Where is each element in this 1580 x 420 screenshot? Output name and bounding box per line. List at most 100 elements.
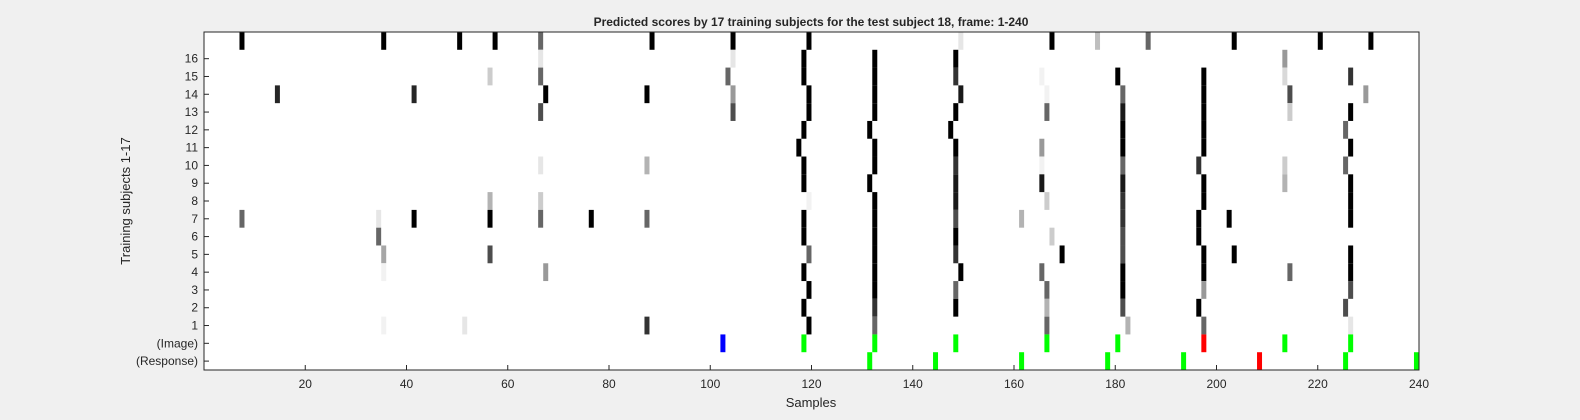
y-tick-label: 13 xyxy=(185,105,199,119)
score-cell xyxy=(953,192,959,210)
score-cell xyxy=(953,138,959,157)
x-tick-label: 80 xyxy=(602,377,616,391)
score-cell xyxy=(1348,138,1354,157)
score-cell xyxy=(730,32,736,50)
score-cell xyxy=(953,298,959,317)
score-cell xyxy=(1348,67,1354,86)
x-tick-label: 220 xyxy=(1308,377,1328,391)
score-cell xyxy=(381,263,387,282)
score-cell xyxy=(1120,298,1126,317)
score-cell xyxy=(872,316,878,335)
score-cell xyxy=(1044,103,1050,121)
score-cell xyxy=(1343,156,1349,175)
score-cell xyxy=(1049,227,1055,246)
score-cell xyxy=(1196,227,1202,246)
score-cell xyxy=(1348,281,1354,299)
score-cell xyxy=(730,85,736,104)
x-tick-label: 200 xyxy=(1206,377,1226,391)
score-cell xyxy=(411,85,417,104)
score-cell xyxy=(1039,156,1045,175)
score-cell xyxy=(801,49,807,68)
score-cell xyxy=(953,227,959,246)
score-cell xyxy=(948,120,954,139)
response-marker xyxy=(867,352,873,370)
score-cell xyxy=(1201,67,1207,86)
score-cell xyxy=(1348,263,1354,282)
score-cell xyxy=(953,103,959,121)
score-cell xyxy=(457,32,463,50)
score-cell xyxy=(487,192,493,210)
score-cell xyxy=(1120,120,1126,139)
score-cell xyxy=(1368,32,1374,50)
score-cell xyxy=(1201,263,1207,282)
score-cell xyxy=(381,32,387,50)
y-tick-label: 12 xyxy=(185,123,199,137)
chart-title: Predicted scores by 17 training subjects… xyxy=(594,15,1029,29)
x-axis-label: Samples xyxy=(786,395,837,410)
score-cell xyxy=(801,209,807,228)
score-cell xyxy=(872,49,878,68)
score-cell xyxy=(801,174,807,193)
x-tick-label: 240 xyxy=(1409,377,1429,391)
x-tick-label: 160 xyxy=(1004,377,1024,391)
event-markers xyxy=(720,334,1419,370)
score-cell xyxy=(806,32,812,50)
y-tick-label: 4 xyxy=(191,265,198,279)
score-cell xyxy=(1039,174,1045,193)
score-cell xyxy=(867,120,873,139)
score-cell xyxy=(1049,32,1055,50)
y-tick-label: 5 xyxy=(191,247,198,261)
score-cell xyxy=(1201,192,1207,210)
plot-area xyxy=(204,32,1419,370)
score-cell xyxy=(538,103,544,121)
score-cell xyxy=(1120,192,1126,210)
score-cell xyxy=(1226,209,1232,228)
score-cell xyxy=(487,245,493,264)
score-cell xyxy=(872,227,878,246)
score-cell xyxy=(538,156,544,175)
score-cell xyxy=(1282,49,1288,68)
score-cell xyxy=(1120,227,1126,246)
score-cell xyxy=(1196,209,1202,228)
score-cell xyxy=(806,316,812,335)
score-cell xyxy=(872,103,878,121)
score-cell xyxy=(538,32,544,50)
score-cell xyxy=(644,156,650,175)
response-marker xyxy=(1019,352,1025,370)
response-marker xyxy=(933,352,939,370)
y-tick-label: (Response) xyxy=(136,354,198,368)
score-cell xyxy=(1039,138,1045,157)
score-cell xyxy=(649,32,655,50)
score-cell xyxy=(1201,138,1207,157)
score-cell xyxy=(958,85,964,104)
score-cell xyxy=(1044,192,1050,210)
image-marker xyxy=(1282,334,1288,353)
score-cell xyxy=(953,281,959,299)
score-cell xyxy=(1282,174,1288,193)
score-cell xyxy=(1317,32,1323,50)
score-cell xyxy=(1039,67,1045,86)
score-cell xyxy=(1231,245,1237,264)
y-tick-label: 7 xyxy=(191,212,198,226)
image-marker xyxy=(1201,334,1207,353)
y-tick-label: 2 xyxy=(191,301,198,315)
score-cell xyxy=(1115,67,1121,86)
score-cell xyxy=(644,85,650,104)
score-cell xyxy=(958,263,964,282)
score-cell xyxy=(1120,281,1126,299)
score-cell xyxy=(1120,103,1126,121)
score-cell xyxy=(796,138,802,157)
y-tick-label: 1 xyxy=(191,319,198,333)
score-cell xyxy=(492,32,498,50)
score-cell xyxy=(958,32,964,50)
score-cell xyxy=(1343,120,1349,139)
score-cell xyxy=(239,209,245,228)
score-cell xyxy=(1348,209,1354,228)
score-cell xyxy=(381,245,387,264)
score-cell xyxy=(1287,85,1293,104)
score-cell xyxy=(1120,263,1126,282)
score-cell xyxy=(1348,245,1354,264)
score-cell xyxy=(1287,103,1293,121)
response-marker xyxy=(1413,352,1419,370)
